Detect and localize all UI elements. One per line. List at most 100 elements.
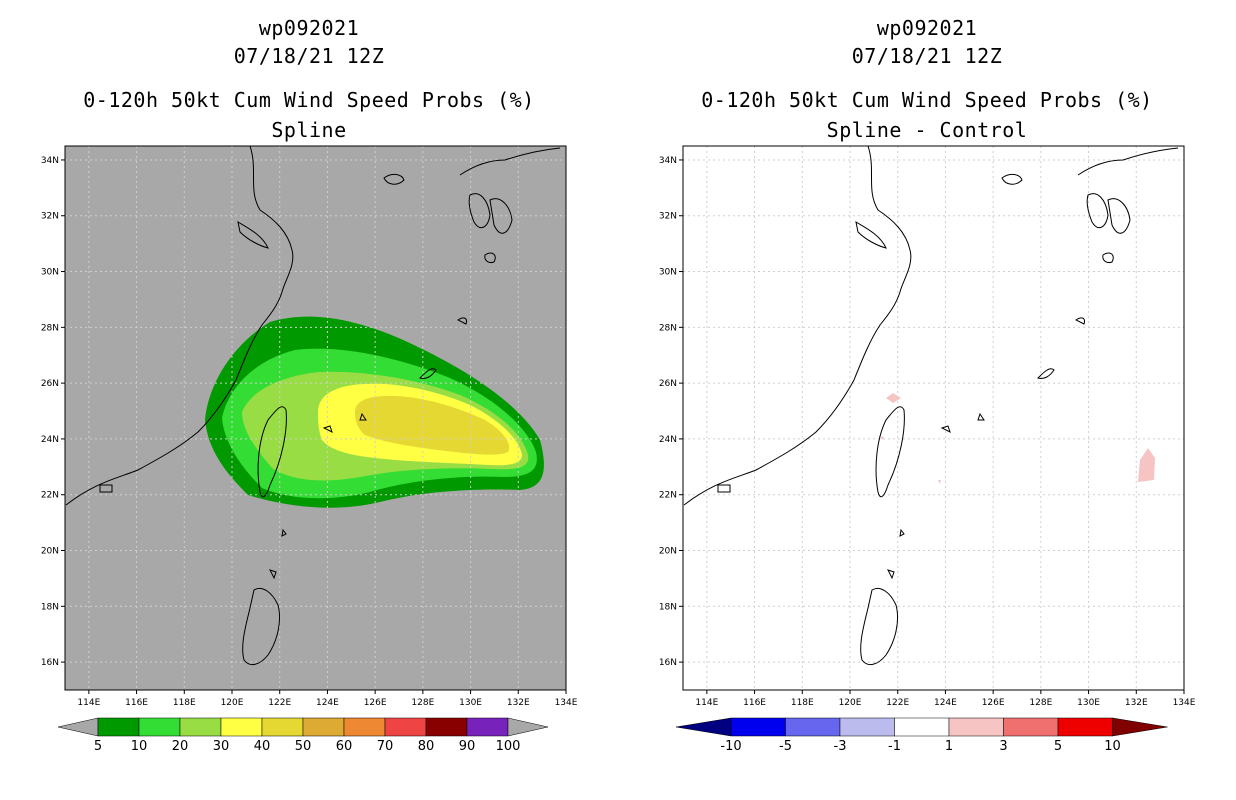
colorbar-swatch (894, 717, 950, 737)
lon-tick-label: 120E (221, 698, 244, 708)
lat-tick-label: 22N (41, 491, 59, 501)
lon-tick-label: 132E (1125, 698, 1148, 708)
colorbar-swatch (261, 717, 304, 737)
map-frame (64, 145, 567, 691)
lon-tick-label: 134E (555, 698, 578, 708)
colorbar-swatch (1057, 717, 1113, 737)
colorbar-swatch (220, 717, 263, 737)
lon-tick-label: 114E (77, 698, 100, 708)
colorbar-swatch (1003, 717, 1059, 737)
lon-tick-label: 130E (459, 698, 482, 708)
colorbar-label: 10 (131, 739, 148, 754)
colorbar-label: 60 (336, 739, 353, 754)
lat-tick-label: 24N (41, 435, 59, 445)
datetime: 07/18/21 12Z (233, 44, 385, 68)
colorbar-swatch (138, 717, 181, 737)
lat-tick-label: 26N (659, 379, 677, 389)
colorbar-label: 70 (377, 739, 394, 754)
map-background (683, 146, 1184, 690)
lat-tick-label: 16N (659, 658, 677, 668)
lon-tick-label: 114E (695, 698, 718, 708)
lat-tick-label: 20N (41, 547, 59, 557)
probability-shading (205, 316, 544, 508)
lat-tick-label: 28N (659, 323, 677, 333)
colorbar-label: 5 (1054, 739, 1062, 754)
product-title: 0-120h 50kt Cum Wind Speed Probs (%) (701, 88, 1153, 112)
lat-tick-label: 28N (41, 323, 59, 333)
lon-labels: 114E 116E 118E 120E 122E 124E 126E 128E 130E 132E… (77, 690, 578, 708)
lat-labels: 34N 32N 30N 28N 26N 24N 22N 20N 18N 16N (41, 156, 65, 668)
panel-subtitle: Spline (271, 118, 347, 142)
lat-tick-label: 32N (659, 212, 677, 222)
colorbar-label: -1 (888, 739, 901, 754)
colorbar-swatch (425, 717, 468, 737)
storm-id: wp092021 (258, 16, 360, 40)
colorbar-label: 5 (94, 739, 102, 754)
lat-tick-label: 30N (41, 268, 59, 278)
lat-tick-label: 22N (659, 491, 677, 501)
lon-tick-label: 124E (316, 698, 339, 708)
lon-tick-label: 122E (268, 698, 291, 708)
colorbar-swatch (839, 717, 895, 737)
colorbar: -10 -5 -3 -1 1 3 5 10 (675, 717, 1168, 754)
colorbar-label: 100 (496, 739, 521, 754)
colorbar-high-arrow (507, 717, 549, 737)
map-frame (682, 145, 1185, 691)
colorbar-swatch (302, 717, 345, 737)
colorbar-swatch (948, 717, 1004, 737)
colorbar-label: 20 (172, 739, 189, 754)
colorbar-swatch (730, 717, 786, 737)
colorbar-low-arrow (57, 717, 99, 737)
colorbar-high-arrow (1112, 717, 1168, 737)
lat-tick-label: 18N (659, 602, 677, 612)
colorbar-swatch (466, 717, 509, 737)
panel-subtitle: Spline - Control (826, 118, 1028, 142)
lat-labels: 34N 32N 30N 28N 26N 24N 22N 20N 18N 16N (659, 156, 683, 668)
lat-tick-label: 30N (659, 268, 677, 278)
coastline (683, 146, 1179, 666)
lon-tick-label: 120E (839, 698, 862, 708)
colorbar-label: 1 (945, 739, 953, 754)
colorbar-swatch (785, 717, 841, 737)
lon-tick-label: 134E (1173, 698, 1196, 708)
lon-tick-label: 118E (791, 698, 814, 708)
lon-tick-label: 118E (173, 698, 196, 708)
colorbar-swatch (179, 717, 222, 737)
colorbar-label: 10 (1104, 739, 1121, 754)
colorbar-label: 80 (418, 739, 435, 754)
diff-patch (1138, 448, 1155, 482)
colorbar-label: -3 (834, 739, 847, 754)
lat-tick-label: 18N (41, 602, 59, 612)
datetime: 07/18/21 12Z (851, 44, 1003, 68)
colorbar-label: 40 (254, 739, 271, 754)
grid-lines (65, 146, 566, 690)
colorbar-label: 3 (999, 739, 1007, 754)
diff-patch (886, 393, 901, 403)
grid-lines (683, 146, 1184, 690)
colorbar-swatch (97, 717, 140, 737)
lon-tick-label: 128E (411, 698, 434, 708)
colorbar-label: 90 (459, 739, 476, 754)
lon-labels: 114E 116E 118E 120E 122E 124E 126E 128E 130E 132E… (695, 690, 1196, 708)
lat-tick-label: 16N (41, 658, 59, 668)
prob-band-40 (355, 395, 510, 455)
colorbar-low-arrow (675, 717, 732, 737)
right-panel: wp092021 07/18/21 12Z 0-120h 50kt Cum Wi… (618, 0, 1236, 800)
storm-id: wp092021 (876, 16, 978, 40)
lat-tick-label: 24N (659, 435, 677, 445)
coastline (65, 146, 561, 666)
lon-tick-label: 130E (1077, 698, 1100, 708)
lat-tick-label: 26N (41, 379, 59, 389)
lat-tick-label: 34N (659, 156, 677, 166)
colorbar-swatch (343, 717, 386, 737)
difference-shading (880, 393, 1155, 484)
lon-tick-label: 126E (982, 698, 1005, 708)
lon-tick-label: 124E (934, 698, 957, 708)
lat-tick-label: 32N (41, 212, 59, 222)
lon-tick-label: 132E (507, 698, 530, 708)
colorbar-label: 30 (213, 739, 230, 754)
lat-tick-label: 34N (41, 156, 59, 166)
diff-patch (938, 480, 941, 484)
